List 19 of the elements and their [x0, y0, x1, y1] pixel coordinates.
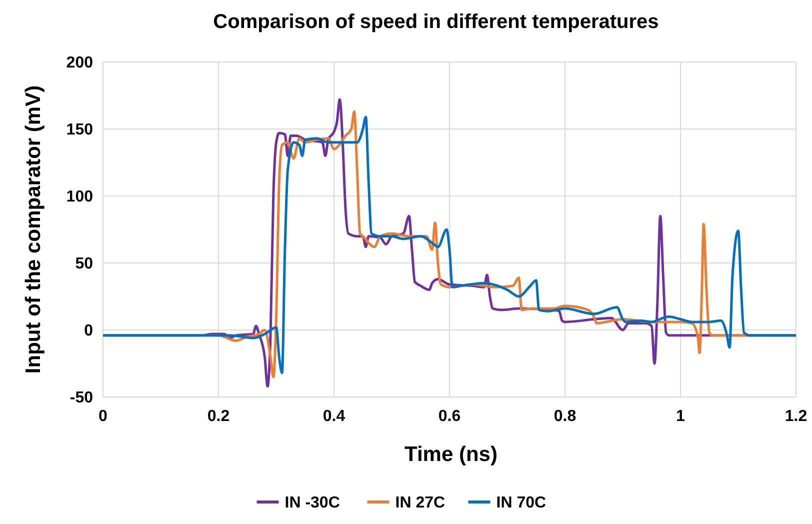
y-tick-label: -50: [70, 390, 94, 407]
x-tick-label: 0.8: [554, 408, 576, 425]
legend-label: IN 27C: [395, 494, 446, 512]
x-tick-label: 0: [98, 408, 108, 425]
x-tick-label: 0.6: [438, 408, 461, 425]
x-tick-label: 1: [676, 408, 686, 425]
y-tick-label: 50: [75, 256, 94, 273]
legend-label: IN -30C: [284, 494, 340, 512]
y-tick-label: 200: [66, 54, 94, 72]
y-tick-label: 150: [66, 122, 94, 139]
y-tick-label: 100: [66, 188, 94, 206]
x-tick-label: 0.2: [207, 408, 230, 425]
x-tick-label: 1.2: [784, 408, 808, 425]
x-tick-label: 0.4: [322, 408, 346, 425]
legend-label: IN 70C: [496, 494, 546, 512]
chart-title: Comparison of speed in different temperatures: [213, 11, 659, 33]
y-tick-label: 0: [84, 322, 94, 340]
y-axis-title: Input of the comparator (mV): [22, 85, 45, 374]
x-axis-title: Time (ns): [404, 443, 498, 466]
